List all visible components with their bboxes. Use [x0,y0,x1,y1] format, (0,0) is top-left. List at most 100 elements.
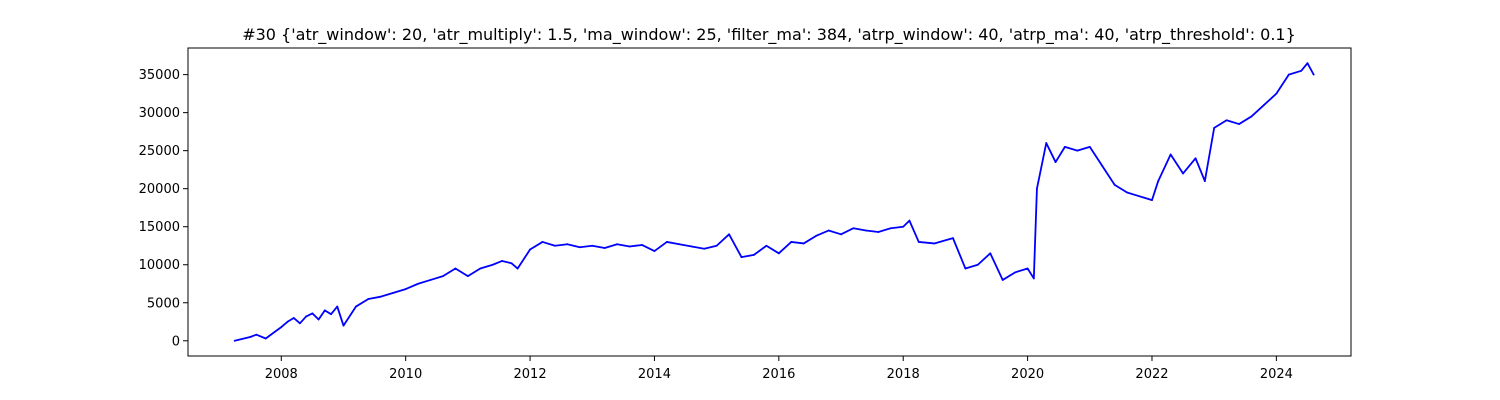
data-point [1250,115,1253,118]
data-point [591,244,594,247]
data-point [616,243,619,246]
data-point [715,244,718,247]
data-point [249,336,252,338]
data-point [1032,277,1035,280]
data-point [690,245,693,248]
data-point [753,253,755,256]
y-tick-label: 5000 [147,296,180,311]
data-point [815,234,818,237]
y-tick-label: 25000 [139,144,180,159]
data-point [933,242,936,245]
data-point [976,263,979,266]
y-tick-label: 15000 [139,220,180,235]
data-point [355,305,357,308]
x-tick-label: 2014 [638,367,671,382]
data-point [1138,195,1141,198]
data-point [902,225,905,228]
data-point [255,333,258,336]
data-point [989,252,992,255]
data-point [1312,73,1315,76]
data-point [1194,157,1197,160]
data-point [442,275,444,278]
data-point [233,339,236,342]
data-point [1306,62,1309,65]
data-point [703,247,706,250]
data-point [311,312,314,315]
data-point [765,244,768,247]
data-point [1064,145,1066,148]
data-point [1113,183,1116,186]
x-tick-label: 2008 [265,367,298,382]
series-points [233,62,1315,342]
data-point [1151,199,1153,202]
data-point [336,305,339,308]
x-tick-label: 2024 [1260,367,1293,382]
data-point [728,233,730,236]
data-point [1275,92,1278,95]
data-point [777,252,780,255]
data-point [1238,123,1240,125]
data-point [466,275,469,278]
data-point [305,315,308,318]
data-point [379,295,382,298]
data-point [802,242,805,245]
data-point [1203,180,1206,182]
data-point [479,267,482,270]
y-tick-label: 35000 [139,68,180,83]
data-point [292,317,295,319]
y-tick-label: 10000 [139,258,180,273]
y-tick-label: 0 [172,334,180,349]
data-point [280,326,283,328]
data-point [367,298,370,300]
data-point [417,282,420,285]
data-point [877,231,880,233]
data-point [1036,187,1038,190]
data-point [1126,191,1129,194]
data-point [1101,164,1104,167]
data-point [264,337,267,340]
data-point [827,229,830,232]
data-point [1169,153,1172,156]
data-point [653,250,656,252]
data-point [1045,142,1048,144]
x-tick-label: 2018 [887,367,920,382]
data-point [1157,180,1160,182]
data-point [603,247,606,249]
data-point [491,263,494,266]
data-point [330,313,332,316]
data-point [454,267,457,270]
y-tick-label: 20000 [139,182,180,197]
y-axis: 0 5000 10000 15000 20000 25000 30000 35000 [139,68,188,349]
data-point [865,229,867,232]
data-point [510,262,513,265]
data-point [678,243,681,246]
data-point [908,219,911,222]
series-line [234,62,1315,342]
y-tick-label: 30000 [139,106,180,121]
data-point [1182,172,1184,175]
data-point [516,267,519,270]
data-point [1014,271,1017,274]
data-point [1054,161,1057,163]
x-tick-label: 2012 [514,367,547,382]
data-point [1287,73,1290,76]
data-point [790,241,793,243]
data-point [404,288,407,290]
data-point [286,320,289,323]
data-point [917,241,920,243]
data-point [1263,104,1265,106]
data-point [1213,126,1216,129]
plot-area-frame [187,47,1352,357]
x-axis: 2008 2010 2012 2014 2016 2018 2020 2022 2024 [265,356,1293,382]
data-point [317,318,320,321]
data-point [342,324,345,327]
x-tick-label: 2020 [1011,367,1044,382]
data-point [529,248,531,251]
data-point [429,279,432,281]
data-point [1001,279,1004,281]
data-point [852,227,855,230]
data-point [840,233,842,236]
data-point [964,267,967,270]
data-point [578,246,581,249]
